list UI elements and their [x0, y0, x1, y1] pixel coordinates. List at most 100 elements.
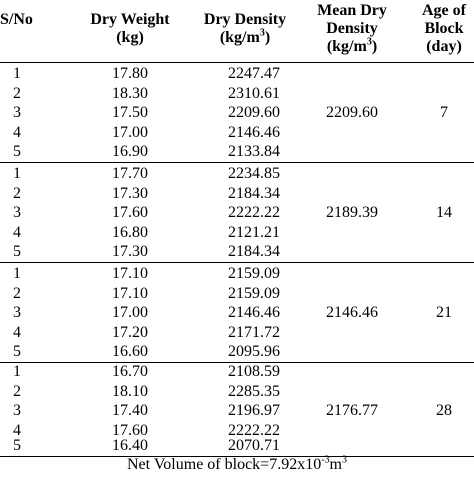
- cell-dry-weight: 17.10: [112, 265, 148, 282]
- table-row: 5 16.90 2133.84: [0, 142, 474, 162]
- mean-dry-density-value: 2146.46: [326, 304, 378, 321]
- cell-sno: 2: [13, 284, 21, 302]
- age-of-block-value: 7: [440, 104, 448, 121]
- cell-dry-weight: 17.10: [112, 284, 148, 302]
- cell-dry-density: 2222.22: [228, 421, 280, 439]
- cell-dry-weight: 17.60: [112, 204, 148, 221]
- cell-dry-weight: 16.80: [112, 223, 148, 241]
- age-of-block-value: 28: [436, 402, 452, 419]
- cell-dry-weight: 18.10: [112, 382, 148, 400]
- group-divider: [0, 162, 474, 163]
- cell-sno: 1: [13, 165, 21, 182]
- header-sno: S/No: [0, 11, 33, 28]
- cell-dry-weight: 17.40: [112, 402, 148, 419]
- cell-sno: 5: [13, 143, 21, 160]
- cell-dry-weight: 16.60: [112, 343, 148, 360]
- cell-dry-density: 2234.85: [228, 165, 280, 182]
- header-dry-density-line2: (kg/m3): [219, 27, 271, 46]
- cell-dry-density: 2222.22: [228, 204, 280, 221]
- header-mean-line3: (kg/m3): [326, 36, 378, 55]
- group-divider: [0, 362, 474, 363]
- header-age-line2: Block: [424, 20, 464, 37]
- header-dry-weight-line2: (kg): [116, 29, 144, 46]
- cell-dry-weight: 16.90: [112, 143, 148, 160]
- cell-sno: 4: [13, 123, 21, 141]
- cell-sno: 1: [13, 65, 21, 82]
- cell-dry-density: 2247.47: [228, 65, 280, 82]
- cell-dry-weight: 17.00: [112, 123, 148, 141]
- cell-sno: 3: [13, 204, 21, 221]
- cell-dry-density: 2184.34: [228, 243, 280, 260]
- table-row: 4 17.20 2171.72: [0, 323, 474, 343]
- header-dry-density-line1: Dry Density: [203, 11, 287, 28]
- header-age-line3: (day): [426, 38, 462, 55]
- cell-sno: 3: [13, 104, 21, 121]
- table-row: 3 17.60 2222.22: [0, 203, 474, 223]
- cell-dry-density: 2310.61: [228, 84, 280, 102]
- cell-sno: 1: [13, 363, 21, 380]
- cell-dry-density: 2146.46: [228, 123, 280, 141]
- cell-dry-weight: 17.70: [112, 165, 148, 182]
- table-row: 4 16.80 2121.21: [0, 223, 474, 243]
- age-of-block-value: 21: [436, 304, 452, 321]
- cell-dry-density: 2146.46: [228, 304, 280, 321]
- table-row: 1 17.70 2234.85: [0, 164, 474, 184]
- table-row: 5 16.60 2095.96: [0, 342, 474, 362]
- header-divider: [0, 62, 474, 63]
- cell-sno: 5: [13, 243, 21, 260]
- header-dry-weight-line1: Dry Weight: [90, 11, 170, 28]
- mean-dry-density-value: 2176.77: [326, 402, 378, 419]
- cell-dry-density: 2184.34: [228, 184, 280, 202]
- cell-dry-density: 2285.35: [228, 382, 280, 400]
- cell-dry-weight: 17.60: [112, 421, 148, 439]
- cell-dry-weight: 16.40: [112, 437, 148, 454]
- group-divider: [0, 262, 474, 263]
- cell-dry-density: 2121.21: [228, 223, 280, 241]
- cell-dry-density: 2171.72: [228, 323, 280, 341]
- table-footnote: Net Volume of block=7.92x10-3m3: [127, 454, 347, 473]
- cell-sno: 4: [13, 421, 21, 439]
- cell-sno: 3: [13, 304, 21, 321]
- header-dry-density: Dry Density (kg/m3): [190, 11, 300, 47]
- mean-dry-density-value: 2209.60: [326, 104, 378, 121]
- age-of-block-value: 14: [436, 204, 452, 221]
- cell-sno: 1: [13, 265, 21, 282]
- header-mean-line2: Density: [326, 20, 378, 37]
- header-dry-weight: Dry Weight (kg): [70, 11, 190, 47]
- table-row: 3 17.50 2209.60: [0, 103, 474, 123]
- table-bottom-rule: [0, 456, 474, 457]
- table-row: 3 17.00 2146.46: [0, 303, 474, 323]
- table-row: 1 17.80 2247.47: [0, 64, 474, 84]
- table-row: 2 17.10 2159.09: [0, 284, 474, 304]
- table-row: 1 16.70 2108.59: [0, 362, 474, 382]
- cell-dry-density: 2133.84: [228, 143, 280, 160]
- cell-sno: 4: [13, 223, 21, 241]
- cell-dry-density: 2159.09: [228, 284, 280, 302]
- cell-dry-density: 2209.60: [228, 104, 280, 121]
- mean-dry-density-value: 2189.39: [326, 204, 378, 221]
- cell-dry-weight: 18.30: [112, 84, 148, 102]
- cell-dry-weight: 17.30: [112, 184, 148, 202]
- table-row: 2 18.30 2310.61: [0, 84, 474, 104]
- cell-sno: 5: [13, 343, 21, 360]
- cell-dry-density: 2196.97: [228, 402, 280, 419]
- header-mean-line1: Mean Dry: [317, 2, 387, 19]
- table-row: 2 18.10 2285.35: [0, 382, 474, 402]
- cell-sno: 2: [13, 84, 21, 102]
- table-row: 1 17.10 2159.09: [0, 264, 474, 284]
- cell-dry-weight: 17.50: [112, 104, 148, 121]
- cell-dry-density: 2095.96: [228, 343, 280, 360]
- table-row: 5 17.30 2184.34: [0, 242, 474, 262]
- cell-sno: 5: [13, 437, 21, 454]
- cell-dry-density: 2108.59: [228, 363, 280, 380]
- cell-sno: 2: [13, 184, 21, 202]
- table-row: 4 17.60 2222.22: [0, 421, 474, 441]
- cell-dry-weight: 17.00: [112, 304, 148, 321]
- table-row: 5 16.40 2070.71: [0, 436, 474, 456]
- table-row: 4 17.00 2146.46: [0, 123, 474, 143]
- cell-dry-weight: 17.30: [112, 243, 148, 260]
- header-age-line1: Age of: [422, 2, 466, 19]
- cell-sno: 2: [13, 382, 21, 400]
- cell-dry-weight: 16.70: [112, 363, 148, 380]
- cell-dry-density: 2070.71: [228, 437, 280, 454]
